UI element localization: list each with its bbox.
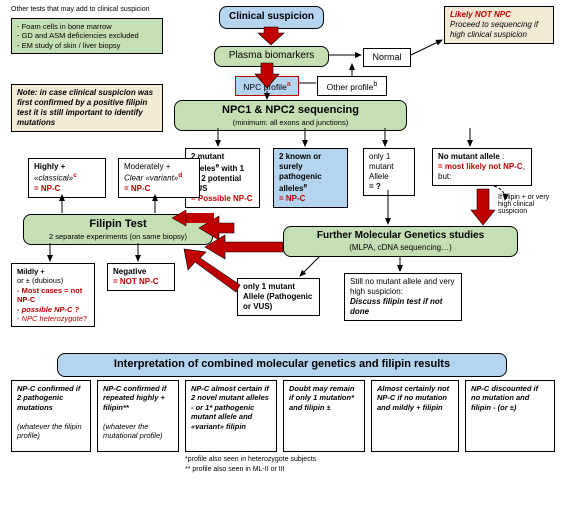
normal-box: Normal (363, 48, 411, 67)
seqout-2: 2 known or surely pathogenic allelese = … (273, 148, 348, 208)
interp-6: NP-C discounted if no mutation and filip… (465, 380, 555, 452)
i1b: NP-C confirmed if 2 pathogenic mutations (17, 384, 80, 412)
mod-c: Clear «variant» (124, 174, 178, 183)
filipin-sub: 2 separate experiments (on same biopsy) (27, 232, 209, 241)
further-sub: (MLPA, cDNA sequencing…) (287, 243, 514, 253)
interp-1: NP-C confirmed if 2 pathogenic mutations… (11, 380, 91, 452)
mod-l: Moderately + (124, 162, 170, 171)
so3-r: = ? (369, 182, 381, 191)
interp-5: Almost certainly not NP-C if no mutation… (371, 380, 459, 452)
interp-4: Doubt may remain if only 1 mutation* and… (283, 380, 365, 452)
note-text: Note: in case clinical suspicion was fir… (17, 88, 153, 127)
highly-c: «classical» (34, 174, 73, 183)
i2i: (whatever the mutational profile) (103, 422, 163, 440)
filipin-test: Filipin Test 2 separate experiments (on … (23, 214, 213, 245)
mild-l: Mildly + (17, 267, 45, 276)
neg-l: Negative (113, 267, 146, 276)
likely-not-heading: Likely NOT NPC (450, 10, 511, 19)
note-box: Note: in case clinical suspicion was fir… (11, 84, 163, 132)
sup-c: c (73, 172, 77, 179)
so2-r: = NP-C (279, 194, 305, 203)
seq-sub: (minimum: all exons and junctions) (178, 118, 403, 127)
sup-b: b (373, 80, 377, 88)
mild-r3: - NPC heterozygote? (17, 314, 87, 323)
plasma-biomarkers: Plasma biomarkers (214, 46, 329, 67)
seqout-3: only 1 mutant Allele = ? (363, 148, 415, 196)
moderately-box: Moderately + Clear «variant»d = NP-C (118, 158, 200, 198)
so1-r: = Possible NP-C (191, 194, 253, 203)
highly-r: = NP-C (34, 184, 60, 193)
highly-box: Highly + «classical»c = NP-C (28, 158, 106, 198)
footnote-a: *profile also seen in heterozygote subje… (185, 456, 316, 463)
so2-l1: 2 known or surely pathogenic alleles (279, 152, 322, 193)
mod-r: = NP-C (124, 184, 150, 193)
npc-profile-text: NPC profile (243, 82, 286, 92)
i1i: (whatever the filipin profile) (17, 422, 82, 440)
highly-l: Highly + (34, 162, 65, 171)
other-tests-title: Other tests that may add to clinical sus… (11, 6, 150, 13)
filipin-title: Filipin Test (27, 218, 209, 232)
mild-r1: - Most cases = not NP-C (17, 286, 82, 304)
interp-header: Interpretation of combined molecular gen… (57, 353, 507, 377)
i6b: NP-C discounted if no mutation and filip… (471, 384, 538, 412)
stillno-b: Discuss filipin test if not done (350, 297, 442, 316)
negative-box: Negative = NOT NP-C (107, 263, 175, 291)
stillno-box: Still no mutant allele and very high sus… (344, 273, 462, 321)
npc-profile: NPC profilea (235, 76, 299, 96)
seq-title: NPC1 & NPC2 sequencing (178, 104, 403, 118)
stillno-l: Still no mutant allele and very high sus… (350, 277, 455, 296)
mildly-box: Mildly + or ± (dubious) - Most cases = n… (11, 263, 95, 327)
seqout-4: No mutant allele : = most likely not NP-… (432, 148, 532, 186)
so4-r: = most likely not NP-C (438, 162, 523, 171)
likely-not-npc: Likely NOT NPC Proceed to sequencing if … (444, 6, 554, 44)
if-filipin-note: If filipin + or very high clinical suspi… (498, 194, 558, 215)
footnote-b: ** profile also seen in ML-II or III (185, 466, 285, 473)
neg-r: = NOT NP-C (113, 277, 159, 286)
i2b: NP-C confirmed if repeated highly + fili… (103, 384, 166, 412)
likely-not-body: Proceed to sequencing if high clinical s… (450, 20, 538, 39)
interp-3: NP-C almost certain if 2 novel mutant al… (185, 380, 277, 452)
other-tests-box: - Foam cells in bone marrow - GD and ASM… (11, 18, 163, 54)
sup-d: d (178, 172, 182, 179)
other-profile: Other profileb (317, 76, 387, 96)
further-box: Further Molecular Genetics studies (MLPA… (283, 226, 518, 257)
i5b: Almost certainly not NP-C if no mutation… (377, 384, 449, 412)
mild-l2: or ± (dubious) (17, 276, 63, 285)
interp-2: NP-C confirmed if repeated highly + fili… (97, 380, 179, 452)
so2-sup: e (303, 182, 307, 189)
sequencing-box: NPC1 & NPC2 sequencing (minimum: all exo… (174, 100, 407, 131)
clinical-suspicion: Clinical suspicion (219, 6, 324, 29)
i4b: Doubt may remain if only 1 mutation* and… (289, 384, 354, 412)
so4-l1: No mutant allele (438, 152, 500, 161)
i3b: NP-C almost certain if 2 novel mutant al… (191, 384, 269, 431)
other-profile-text: Other profile (327, 82, 374, 92)
so3-l1: only 1 mutant Allele (369, 152, 393, 181)
sup-a: a (287, 80, 291, 88)
only1-box: only 1 mutant Allele (Pathogenic or VUS) (237, 278, 320, 316)
mild-r2: - possible NP-C ? (17, 305, 79, 314)
further-title: Further Molecular Genetics studies (287, 230, 514, 243)
